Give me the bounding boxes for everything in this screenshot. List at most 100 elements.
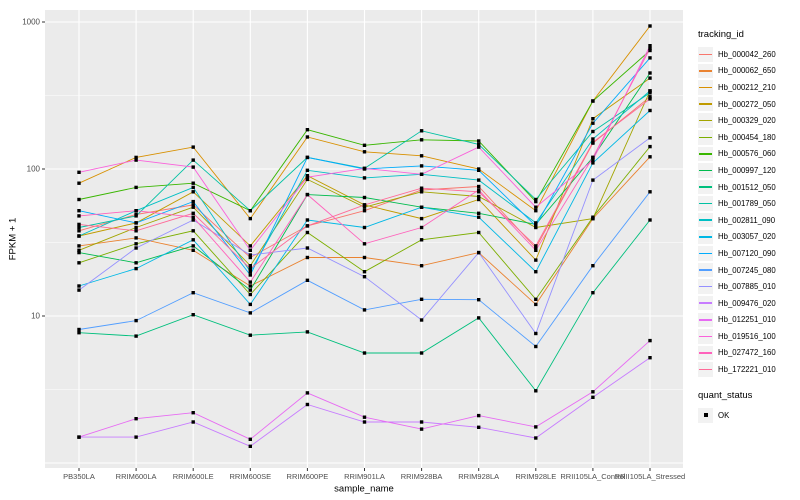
y-tick-label: 1000 bbox=[22, 18, 40, 27]
legend-item-Hb_019516_100: Hb_019516_100 bbox=[698, 328, 798, 345]
legend-line-swatch bbox=[698, 163, 713, 178]
data-point bbox=[248, 292, 252, 297]
data-point bbox=[419, 427, 424, 431]
data-point bbox=[477, 250, 481, 255]
data-point bbox=[77, 248, 81, 252]
y-axis-title: FPKM + 1 bbox=[7, 217, 19, 261]
legend-item-label: Hb_001789_050 bbox=[718, 199, 776, 209]
data-point bbox=[648, 97, 652, 101]
data-point bbox=[191, 205, 195, 209]
data-point bbox=[419, 129, 424, 133]
data-point bbox=[419, 186, 424, 190]
data-point bbox=[534, 199, 538, 204]
data-point bbox=[305, 135, 310, 139]
data-point bbox=[362, 205, 367, 209]
legend-item-Hb_009476_020: Hb_009476_020 bbox=[698, 295, 798, 312]
data-point bbox=[648, 95, 652, 99]
data-point bbox=[648, 218, 652, 222]
legend-item-Hb_000062_650: Hb_000062_650 bbox=[698, 63, 798, 80]
data-point bbox=[191, 313, 195, 317]
data-point bbox=[591, 137, 595, 141]
x-tick-label: RRIM600PE bbox=[287, 472, 329, 481]
data-point bbox=[591, 161, 595, 165]
data-point bbox=[534, 297, 538, 301]
data-point bbox=[477, 230, 481, 235]
legend-line-swatch bbox=[698, 329, 713, 344]
legend-line-swatch bbox=[698, 146, 713, 162]
data-point bbox=[305, 155, 310, 160]
data-point bbox=[191, 199, 195, 204]
x-tick-label: RRII105LA_Stressed bbox=[615, 472, 685, 481]
data-point bbox=[77, 170, 81, 174]
legend-item-Hb_007120_090: Hb_007120_090 bbox=[698, 245, 798, 262]
data-point bbox=[77, 261, 81, 265]
legend-item-Hb_000042_260: Hb_000042_260 bbox=[698, 46, 798, 63]
data-point bbox=[419, 238, 424, 242]
data-point bbox=[477, 298, 481, 302]
data-point bbox=[419, 297, 424, 301]
x-tick-label: PB350LA bbox=[63, 472, 95, 481]
data-point bbox=[134, 246, 138, 250]
data-point bbox=[77, 284, 81, 288]
quant-status-legend: quant_status OK bbox=[698, 390, 798, 424]
data-point bbox=[362, 209, 367, 213]
data-point bbox=[362, 270, 367, 274]
data-point bbox=[134, 236, 138, 240]
tracking-legend-items: Hb_000042_260 Hb_000062_650 Hb_000212_210 H… bbox=[698, 46, 798, 378]
data-point bbox=[591, 178, 595, 182]
x-tick-label: RRIM901LA bbox=[344, 472, 385, 481]
x-tick-label: RRIM600LA bbox=[116, 472, 157, 481]
legend-line-swatch bbox=[698, 362, 713, 377]
legend-line-swatch bbox=[698, 179, 713, 195]
data-point bbox=[591, 158, 595, 162]
data-point bbox=[477, 425, 481, 429]
data-point bbox=[648, 356, 652, 360]
legend-item-label: Hb_009476_020 bbox=[718, 298, 776, 308]
data-point bbox=[191, 185, 195, 190]
data-point bbox=[648, 136, 652, 140]
data-point bbox=[477, 145, 481, 149]
data-point bbox=[248, 273, 252, 277]
legend-point-swatch bbox=[698, 408, 713, 423]
y-tick-label: 100 bbox=[27, 165, 41, 174]
data-point bbox=[305, 218, 310, 222]
data-point bbox=[77, 197, 81, 202]
data-point bbox=[534, 224, 538, 228]
legend-item-label: Hb_019516_100 bbox=[718, 331, 776, 341]
data-point bbox=[477, 413, 481, 418]
data-point bbox=[77, 229, 81, 233]
data-point bbox=[534, 221, 538, 225]
legend-line-swatch bbox=[698, 279, 713, 294]
legend-item-label: Hb_003057_020 bbox=[718, 232, 776, 242]
data-point bbox=[77, 214, 81, 218]
data-point bbox=[77, 244, 81, 248]
data-point bbox=[648, 46, 652, 51]
data-point bbox=[419, 205, 424, 209]
data-point bbox=[134, 158, 138, 162]
data-point bbox=[419, 164, 424, 168]
data-point bbox=[591, 121, 595, 125]
data-point bbox=[134, 435, 138, 439]
data-point bbox=[648, 91, 652, 95]
legend-item-label: Hb_002811_090 bbox=[718, 215, 776, 225]
data-point bbox=[248, 437, 252, 441]
data-point bbox=[477, 188, 481, 192]
tracking-id-legend: tracking_id Hb_000042_260 Hb_000062_650 Hb… bbox=[698, 29, 798, 378]
data-point bbox=[419, 225, 424, 230]
data-point bbox=[362, 150, 367, 154]
data-point bbox=[362, 143, 367, 147]
legend-item-Hb_012251_010: Hb_012251_010 bbox=[698, 312, 798, 329]
data-point bbox=[362, 255, 367, 260]
legend-item-Hb_027472_160: Hb_027472_160 bbox=[698, 345, 798, 362]
legend-item-label: Hb_000062_650 bbox=[718, 66, 776, 76]
legend-item-label: Hb_012251_010 bbox=[718, 315, 776, 325]
data-point bbox=[477, 197, 481, 202]
data-point bbox=[362, 420, 367, 424]
data-point bbox=[362, 166, 367, 171]
data-point bbox=[534, 244, 538, 248]
legend-item-Hb_000576_060: Hb_000576_060 bbox=[698, 146, 798, 163]
data-point bbox=[648, 76, 652, 80]
legend-line-swatch bbox=[698, 246, 713, 261]
data-point bbox=[534, 389, 538, 393]
